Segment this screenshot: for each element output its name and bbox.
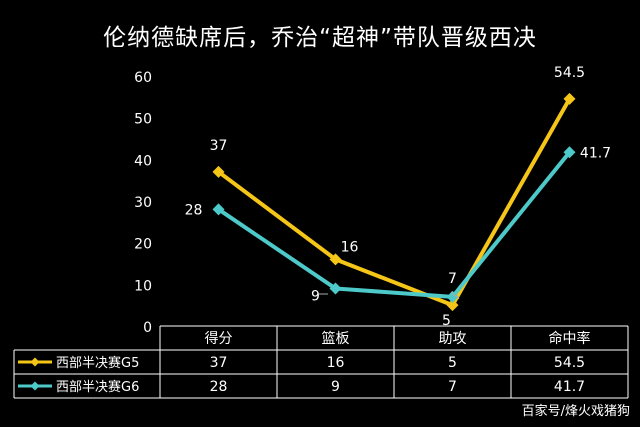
data-point (563, 92, 576, 105)
data-point (563, 146, 576, 159)
data-label: 28 (185, 202, 203, 218)
series-line (217, 97, 572, 308)
data-point (329, 253, 342, 266)
table-cell-value: 41.7 (554, 379, 585, 395)
data-label: 54.5 (554, 65, 585, 81)
y-tick-label: 50 (134, 112, 152, 128)
data-point (329, 282, 342, 295)
data-point (212, 165, 225, 178)
data-label: 37 (210, 138, 228, 154)
data-label: 16 (341, 239, 359, 255)
y-tick-label: 20 (134, 237, 152, 253)
y-tick-label: 60 (134, 70, 152, 86)
table-cell-value: 9 (331, 379, 340, 395)
data-label: 7 (448, 271, 457, 287)
data-label: 5 (442, 313, 451, 329)
table-cell-value: 16 (327, 355, 345, 371)
legend-series-name: 西部半决赛G5 (56, 355, 139, 371)
table-cell-value: 7 (448, 379, 457, 395)
legend-swatch-marker (30, 357, 40, 367)
chart-title: 伦纳德缺席后，乔治“超神”带队晋级西决 (103, 25, 537, 51)
table-cell-value: 28 (210, 379, 228, 395)
x-category-label: 命中率 (549, 330, 591, 347)
data-point (446, 290, 459, 303)
data-label: 9 (311, 289, 320, 305)
table-cell-value: 37 (210, 355, 228, 371)
series-line (217, 150, 572, 299)
x-category-label: 篮板 (322, 331, 350, 347)
table-cell-value: 5 (448, 355, 457, 371)
x-category-label: 得分 (205, 330, 233, 347)
table-cell-value: 54.5 (554, 355, 585, 371)
x-category-label: 助攻 (439, 331, 467, 347)
data-label: 41.7 (580, 145, 611, 161)
y-tick-label: 0 (143, 320, 152, 336)
y-tick-label: 40 (134, 153, 152, 169)
y-tick-label: 30 (134, 195, 152, 211)
data-point (446, 299, 459, 312)
y-tick-label: 10 (134, 278, 152, 294)
legend-series-name: 西部半决赛G6 (56, 379, 139, 395)
watermark: 百家号/烽火戏猪狗 (521, 404, 630, 419)
data-point (212, 203, 225, 216)
legend-swatch-marker (30, 381, 40, 391)
leader-line (450, 291, 460, 300)
